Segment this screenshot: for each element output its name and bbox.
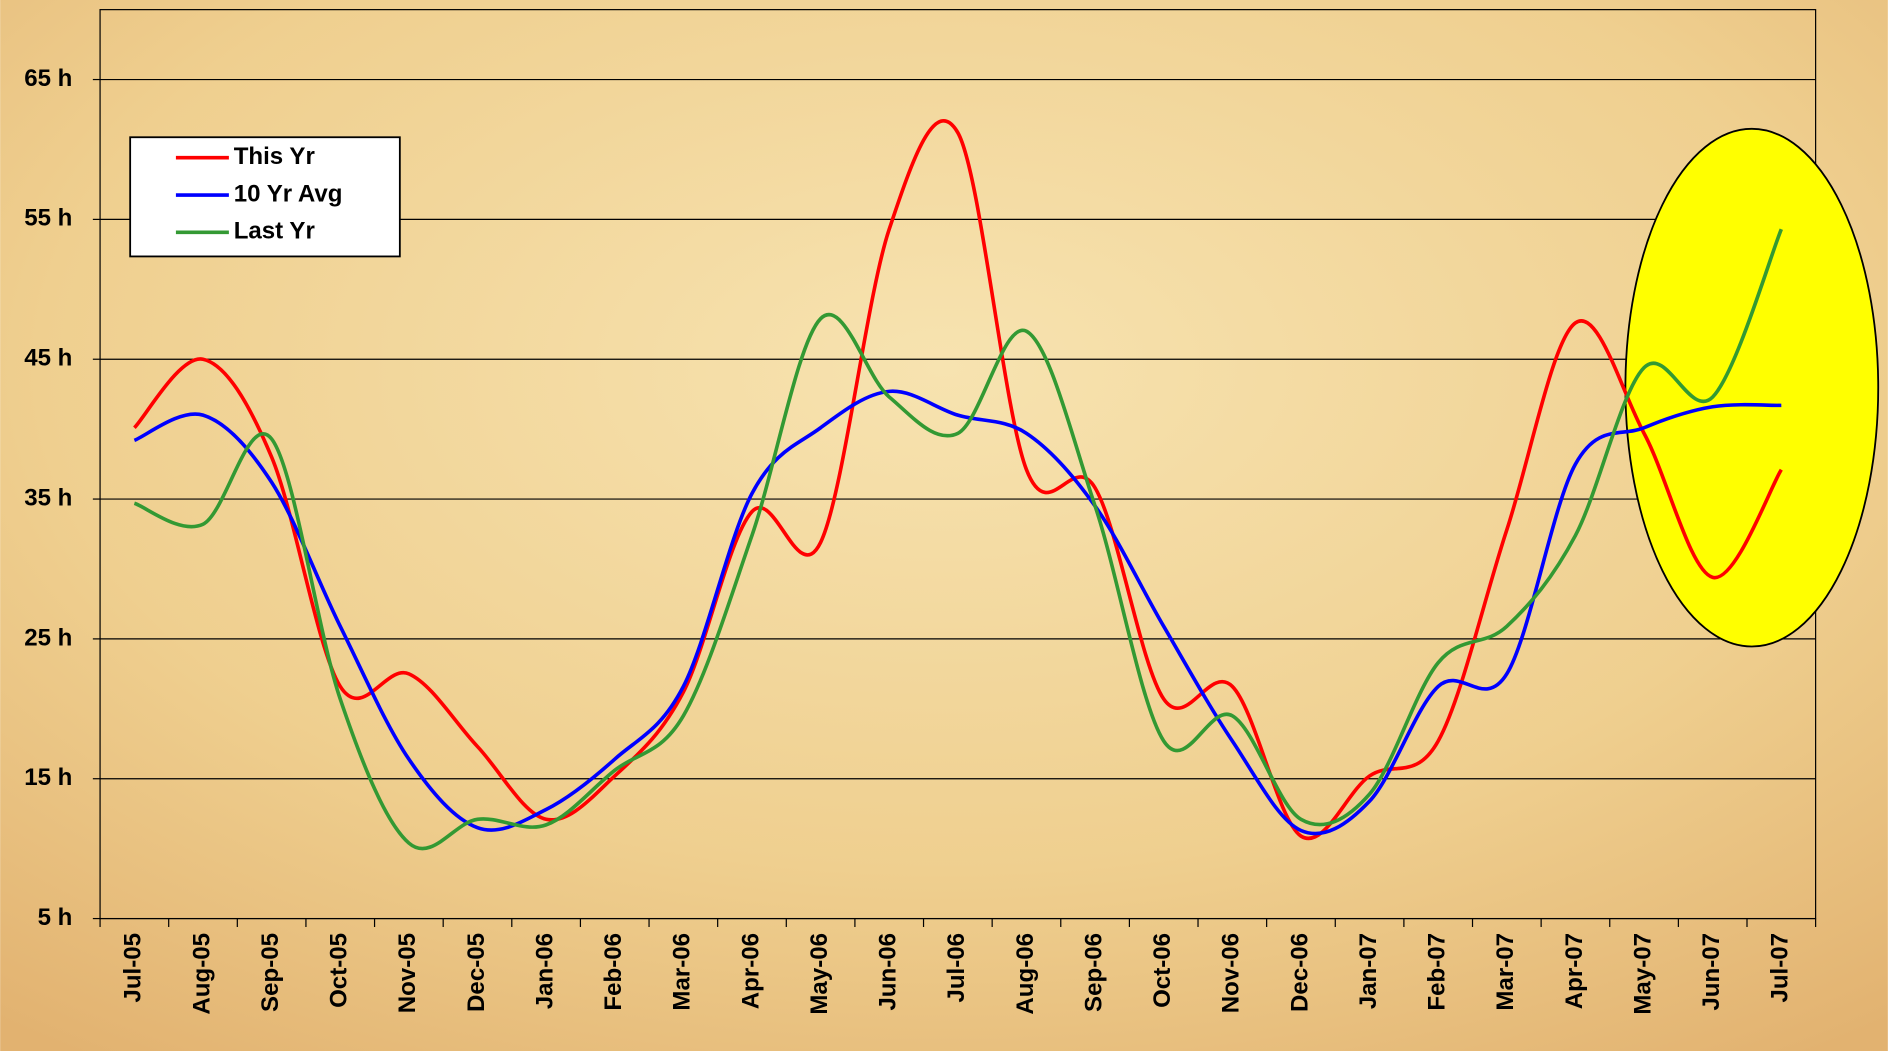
x-tick-label: Jun-06 — [875, 933, 902, 1011]
x-tick-label: Oct-06 — [1149, 933, 1176, 1008]
x-tick-label: Mar-07 — [1492, 933, 1519, 1011]
x-tick-label: Jan-06 — [531, 933, 558, 1009]
series-line — [133, 389, 1782, 836]
x-tick-label: Apr-07 — [1561, 933, 1588, 1009]
x-tick-label: Jul-07 — [1767, 933, 1794, 1003]
highlight-ellipse — [1624, 127, 1880, 648]
x-tick-label: Feb-07 — [1424, 933, 1451, 1011]
x-tick-label: Mar-06 — [669, 933, 696, 1011]
legend-box — [129, 136, 401, 258]
y-tick-label: 45 h — [24, 345, 72, 372]
y-tick-label: 15 h — [24, 764, 72, 791]
x-tick-label: Dec-05 — [463, 933, 490, 1012]
series-line — [133, 119, 1783, 841]
x-tick-label: Aug-05 — [188, 933, 215, 1015]
x-tick-label: Jul-06 — [943, 933, 970, 1003]
y-tick-label: 55 h — [24, 205, 72, 232]
x-tick-label: May-06 — [806, 933, 833, 1015]
x-tick-label: Jul-05 — [120, 933, 147, 1003]
legend-label: This Yr — [234, 143, 315, 170]
x-tick-label: Jun-07 — [1698, 933, 1725, 1011]
x-tick-label: Nov-06 — [1218, 933, 1245, 1013]
x-tick-label: Sep-05 — [257, 933, 284, 1012]
x-tick-label: Oct-05 — [326, 933, 353, 1008]
x-tick-label: Jan-07 — [1355, 933, 1382, 1009]
y-tick-label: 65 h — [24, 65, 72, 92]
x-tick-label: Nov-05 — [394, 933, 421, 1013]
y-tick-label: 35 h — [24, 484, 72, 511]
legend-label: Last Yr — [234, 218, 315, 245]
x-tick-label: Apr-06 — [737, 933, 764, 1009]
x-tick-label: Dec-06 — [1286, 933, 1313, 1012]
x-tick-label: Sep-06 — [1080, 933, 1107, 1012]
y-tick-label: 5 h — [38, 904, 73, 931]
y-tick-label: 25 h — [24, 624, 72, 651]
legend-label: 10 Yr Avg — [234, 180, 343, 207]
x-tick-label: May-07 — [1629, 933, 1656, 1015]
x-tick-label: Feb-06 — [600, 933, 627, 1011]
series-line — [133, 228, 1783, 851]
x-tick-label: Aug-06 — [1012, 933, 1039, 1015]
